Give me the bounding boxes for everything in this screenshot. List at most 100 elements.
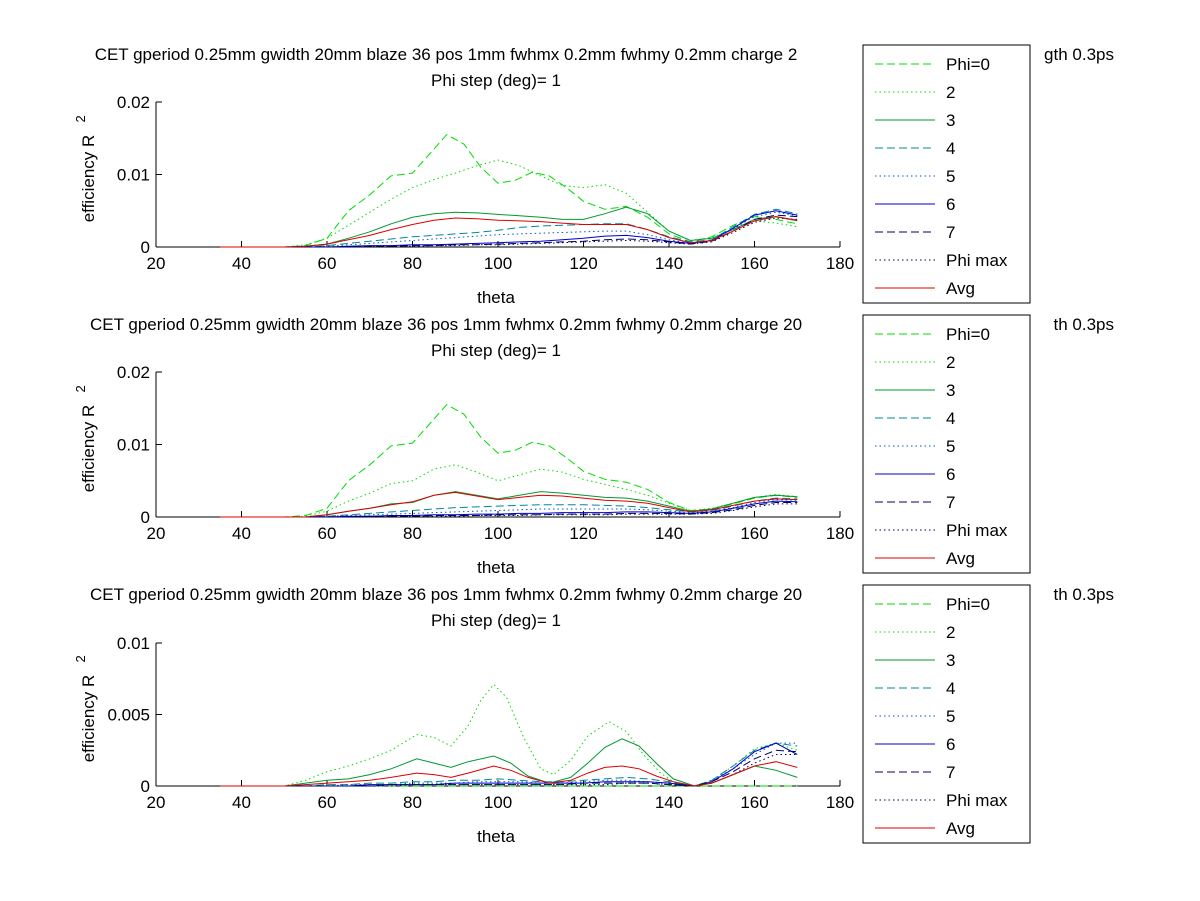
legend-label: 4 xyxy=(946,139,955,158)
series-line-9 xyxy=(220,216,798,248)
x-tick-label: 120 xyxy=(569,524,597,543)
series-line-2 xyxy=(220,464,798,518)
y-axis-label: efficiency R xyxy=(79,675,98,763)
legend-label: 6 xyxy=(946,735,955,754)
x-tick-label: 140 xyxy=(655,793,683,812)
x-tick-label: 160 xyxy=(740,524,768,543)
legend-label: Phi=0 xyxy=(946,325,990,344)
legend-label: Avg xyxy=(946,549,975,568)
legend-label: 4 xyxy=(946,409,955,428)
chart-title-end: th 0.3ps xyxy=(1054,585,1115,604)
y-tick-label: 0.02 xyxy=(117,363,150,382)
legend: Phi=0 2 3 4 5 6 7 Phi max Avg xyxy=(862,314,1031,574)
legend-label: 2 xyxy=(946,83,955,102)
chart-panel-1: CET gperiod 0.25mm gwidth 20mm blaze 36 … xyxy=(73,44,1114,307)
chart-panel-3: CET gperiod 0.25mm gwidth 20mm blaze 36 … xyxy=(73,584,1115,846)
series-line-5 xyxy=(220,499,798,518)
legend-label: 2 xyxy=(946,353,955,372)
legend-label: 4 xyxy=(946,679,955,698)
x-tick-label: 60 xyxy=(318,254,337,273)
x-tick-label: 160 xyxy=(740,254,768,273)
x-tick-label: 120 xyxy=(569,793,597,812)
x-tick-label: 40 xyxy=(232,254,251,273)
y-axis-label-superscript: 2 xyxy=(73,655,88,662)
x-tick-label: 80 xyxy=(403,793,422,812)
series-line-8 xyxy=(220,217,798,248)
chart-title: CET gperiod 0.25mm gwidth 20mm blaze 36 … xyxy=(95,45,798,64)
x-tick-label: 60 xyxy=(318,524,337,543)
x-tick-label: 180 xyxy=(826,524,854,543)
legend-label: Phi=0 xyxy=(946,55,990,74)
x-axis-label: theta xyxy=(477,558,515,577)
chart-subtitle: Phi step (deg)= 1 xyxy=(431,71,561,90)
series-line-6 xyxy=(220,500,798,518)
y-axis-label: efficiency R xyxy=(79,405,98,493)
y-axis-label-group: efficiency R 2 xyxy=(73,655,98,762)
legend-label: 7 xyxy=(946,223,955,242)
x-tick-label: 140 xyxy=(655,254,683,273)
legend-label: 3 xyxy=(946,381,955,400)
chart-title: CET gperiod 0.25mm gwidth 20mm blaze 36 … xyxy=(90,315,802,334)
chart-subtitle: Phi step (deg)= 1 xyxy=(431,341,561,360)
legend-label: Avg xyxy=(946,819,975,838)
legend-box xyxy=(862,584,1031,844)
y-tick-label: 0 xyxy=(141,508,150,527)
x-tick-label: 180 xyxy=(826,254,854,273)
legend: Phi=0 2 3 4 5 6 7 Phi max Avg xyxy=(862,44,1031,304)
x-tick-label: 120 xyxy=(569,254,597,273)
chart-title: CET gperiod 0.25mm gwidth 20mm blaze 36 … xyxy=(90,585,802,604)
series-line-5 xyxy=(220,211,798,248)
x-tick-label: 160 xyxy=(740,793,768,812)
y-axis-label-superscript: 2 xyxy=(73,115,88,122)
legend-label: 5 xyxy=(946,167,955,186)
x-tick-label: 80 xyxy=(403,254,422,273)
series-line-9 xyxy=(220,491,798,518)
series-line-3 xyxy=(220,206,798,248)
x-tick-label: 20 xyxy=(147,793,166,812)
x-tick-label: 140 xyxy=(655,524,683,543)
legend-label: 5 xyxy=(946,707,955,726)
chart-title-end: th 0.3ps xyxy=(1054,315,1115,334)
legend-label: 7 xyxy=(946,493,955,512)
series-line-8 xyxy=(220,503,798,518)
legend-box xyxy=(862,314,1031,574)
legend-label: Phi=0 xyxy=(946,595,990,614)
x-tick-label: 20 xyxy=(147,254,166,273)
legend: Phi=0 2 3 4 5 6 7 Phi max Avg xyxy=(862,584,1031,844)
chart-title-end: gth 0.3ps xyxy=(1044,45,1114,64)
series-line-5 xyxy=(220,742,798,787)
y-tick-label: 0.01 xyxy=(117,166,150,185)
x-axis-label: theta xyxy=(477,288,515,307)
x-axis-label: theta xyxy=(477,827,515,846)
y-axis-label: efficiency R xyxy=(79,135,98,223)
y-tick-label: 0.01 xyxy=(117,436,150,455)
legend-label: 3 xyxy=(946,651,955,670)
x-tick-label: 80 xyxy=(403,524,422,543)
x-tick-label: 40 xyxy=(232,793,251,812)
legend-label: 6 xyxy=(946,195,955,214)
y-tick-label: 0.005 xyxy=(107,706,150,725)
x-tick-label: 100 xyxy=(484,254,512,273)
y-tick-label: 0.01 xyxy=(117,634,150,653)
chart-panel-2: CET gperiod 0.25mm gwidth 20mm blaze 36 … xyxy=(73,314,1115,577)
y-axis-label-group: efficiency R 2 xyxy=(73,115,98,222)
legend-box xyxy=(862,44,1031,304)
legend-label: Phi max xyxy=(946,791,1008,810)
legend-label: 5 xyxy=(946,437,955,456)
y-axis-label-group: efficiency R 2 xyxy=(73,385,98,492)
series-line-4 xyxy=(220,208,798,248)
y-tick-label: 0.02 xyxy=(117,93,150,112)
y-axis-label-superscript: 2 xyxy=(73,385,88,392)
series-line-8 xyxy=(220,754,798,787)
legend-label: 6 xyxy=(946,465,955,484)
y-tick-label: 0 xyxy=(141,238,150,257)
x-tick-label: 20 xyxy=(147,524,166,543)
legend-label: 3 xyxy=(946,111,955,130)
legend-label: Phi max xyxy=(946,521,1008,540)
x-tick-label: 100 xyxy=(484,793,512,812)
chart-subtitle: Phi step (deg)= 1 xyxy=(431,611,561,630)
legend-label: 7 xyxy=(946,763,955,782)
legend-label: Avg xyxy=(946,279,975,298)
y-tick-label: 0 xyxy=(141,777,150,796)
